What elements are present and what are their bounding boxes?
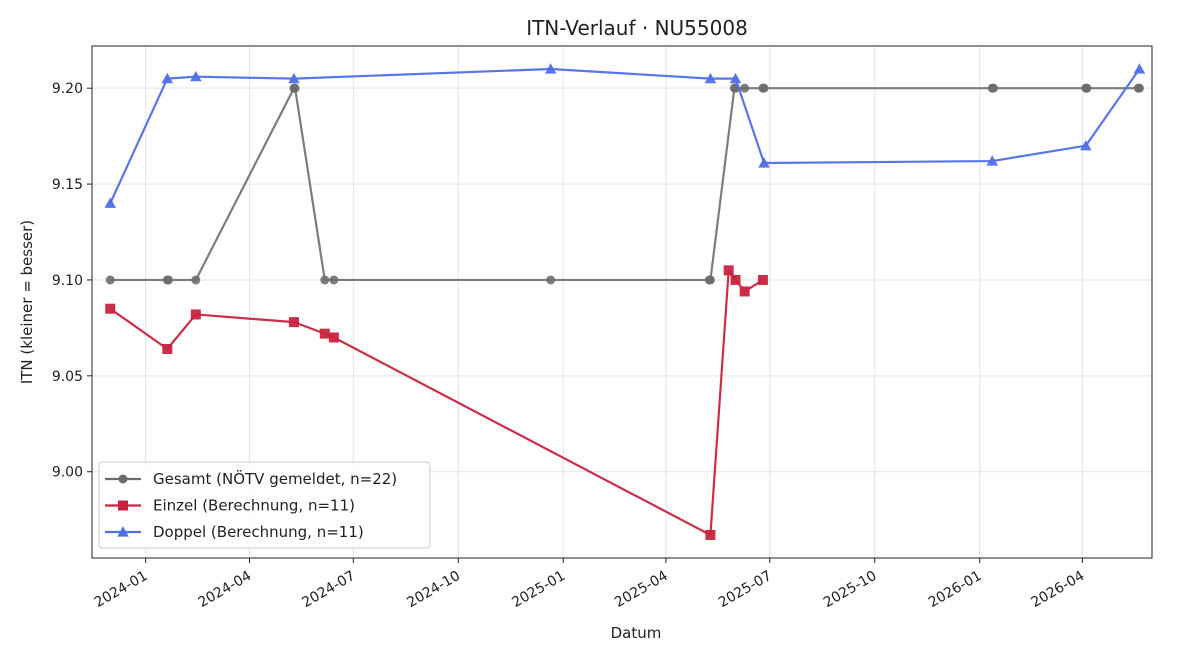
legend-label: Einzel (Berechnung, n=11) <box>153 497 355 515</box>
data-point <box>319 328 330 339</box>
x-tick-label: 2024-07 <box>299 568 358 611</box>
data-point <box>105 275 115 285</box>
data-point <box>544 63 557 74</box>
x-tick-label: 2024-10 <box>404 568 463 611</box>
data-point <box>1133 63 1146 74</box>
data-point <box>739 286 750 297</box>
data-point <box>290 83 300 93</box>
series-circle <box>105 83 1144 285</box>
data-point <box>105 303 116 314</box>
data-point <box>288 317 299 328</box>
data-point <box>288 72 300 84</box>
data-point <box>328 332 339 343</box>
series-line <box>110 87 1140 282</box>
data-point <box>190 70 202 82</box>
y-tick-label: 9.10 <box>52 273 83 289</box>
data-point <box>705 529 716 540</box>
x-tick-label: 2026-04 <box>1029 568 1088 611</box>
data-point <box>1080 139 1092 151</box>
plot-frame <box>91 45 1153 559</box>
data-point <box>329 275 339 285</box>
y-tick-label: 9.15 <box>52 177 83 193</box>
data-point <box>986 155 999 166</box>
x-tick-label: 2026-01 <box>926 568 985 611</box>
data-point <box>759 83 769 93</box>
data-point <box>163 275 173 285</box>
data-point <box>104 197 117 208</box>
data-point <box>1134 83 1144 93</box>
x-axis: 2024-01 2024-04 2024-07 2024-10 2025-01 2025-… <box>92 558 1088 611</box>
x-axis-label: Datum <box>611 624 662 642</box>
data-point <box>190 309 201 320</box>
legend-marker <box>118 500 128 511</box>
x-tick-label: 2025-01 <box>509 568 568 611</box>
x-tick-label: 2024-04 <box>196 568 255 611</box>
legend-item: Doppel (Berechnung, n=11) <box>105 523 364 541</box>
data-point <box>704 72 717 84</box>
series-triangle <box>104 63 1146 208</box>
data-point <box>757 274 768 285</box>
data-point <box>320 275 330 285</box>
legend-label: Doppel (Berechnung, n=11) <box>153 523 364 541</box>
y-axis: 9.00 9.05 9.10 9.15 9.20 <box>52 81 92 481</box>
data-point <box>723 265 734 276</box>
series-square <box>105 265 768 540</box>
y-tick-label: 9.05 <box>52 369 83 385</box>
data-point <box>1082 83 1092 93</box>
legend-box <box>98 461 431 549</box>
series-layer <box>104 63 1146 540</box>
legend: Gesamt (NÖTV gemeldet, n=22) Einzel (Bere… <box>98 461 431 549</box>
x-tick-label: 2024-01 <box>92 568 151 611</box>
chart-title: ITN-Verlauf · NU55008 <box>526 16 748 40</box>
data-point <box>705 275 715 285</box>
data-point <box>729 72 742 84</box>
y-axis-label: ITN (kleiner = besser) <box>18 220 36 384</box>
data-point <box>162 343 173 354</box>
x-tick-label: 2025-10 <box>821 568 880 611</box>
y-tick-label: 9.00 <box>52 465 83 481</box>
y-tick-label: 9.20 <box>52 81 83 97</box>
legend-item: Gesamt (NÖTV gemeldet, n=22) <box>105 469 397 488</box>
data-point <box>191 275 201 285</box>
legend-marker <box>117 526 129 537</box>
legend-marker <box>118 474 128 484</box>
x-tick-label: 2025-07 <box>716 568 775 611</box>
data-point <box>730 274 741 285</box>
data-point <box>740 83 750 93</box>
data-point <box>546 275 556 285</box>
data-point <box>758 157 770 168</box>
legend-item: Einzel (Berechnung, n=11) <box>105 497 355 515</box>
x-tick-label: 2025-04 <box>612 568 671 611</box>
data-point <box>161 72 174 84</box>
legend-label: Gesamt (NÖTV gemeldet, n=22) <box>153 469 397 488</box>
data-point <box>988 83 998 93</box>
